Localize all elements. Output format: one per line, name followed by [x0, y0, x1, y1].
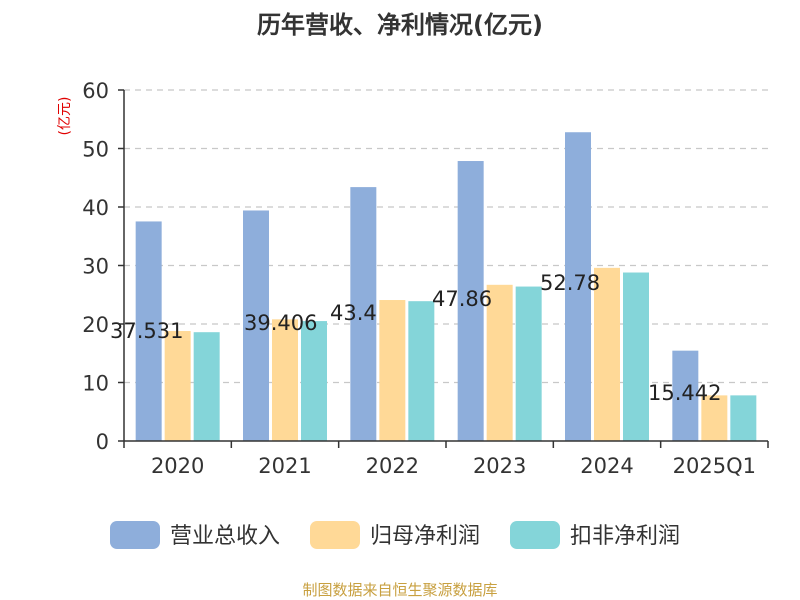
legend[interactable]: 营业总收入 归母净利润 扣非净利润 — [110, 521, 680, 549]
data-source-footer: 制图数据来自恒生聚源数据库 — [302, 581, 497, 599]
y-tick-label: 10 — [82, 372, 109, 396]
bar-归母净利润-2023[interactable] — [486, 284, 513, 441]
data-label-2022: 43.4 — [330, 301, 377, 325]
bar-扣非净利润-2020[interactable] — [193, 332, 220, 441]
legend-swatch — [510, 521, 560, 549]
bar-营业总收入-2023[interactable] — [457, 161, 484, 442]
bar-营业总收入-2022[interactable] — [350, 187, 377, 441]
y-tick-label: 40 — [82, 196, 109, 220]
bar-归母净利润-2025Q1[interactable] — [701, 395, 728, 441]
bar-归母净利润-2022[interactable] — [379, 300, 406, 441]
legend-item-归母净利润[interactable]: 归母净利润 — [310, 521, 480, 549]
bar-扣非净利润-2022[interactable] — [408, 301, 435, 441]
data-label-2020: 37.531 — [110, 319, 183, 343]
legend-item-营业总收入[interactable]: 营业总收入 — [110, 521, 280, 549]
y-tick-label: 0 — [96, 430, 109, 454]
bar-归母净利润-2021[interactable] — [272, 319, 298, 441]
legend-swatch — [310, 521, 360, 549]
x-tick-label: 2022 — [366, 454, 419, 478]
y-tick-label: 60 — [82, 79, 109, 103]
x-tick-label: 2023 — [473, 454, 526, 478]
bar-营业总收入-2021[interactable] — [243, 210, 269, 441]
x-tick-label: 2024 — [580, 454, 633, 478]
bar-扣非净利润-2024[interactable] — [623, 272, 649, 441]
x-tick-label: 2021 — [258, 454, 311, 478]
bar-扣非净利润-2021[interactable] — [301, 321, 327, 441]
x-tick-label: 2025Q1 — [673, 454, 756, 478]
data-labels: 37.531 39.406 43.4 47.86 52.78 15.442 — [110, 271, 721, 405]
legend-item-扣非净利润[interactable]: 扣非净利润 — [510, 521, 680, 549]
data-label-2024: 52.78 — [540, 271, 600, 295]
data-label-2021: 39.406 — [244, 311, 317, 335]
bar-营业总收入-2024[interactable] — [565, 132, 591, 441]
data-label-2025Q1: 15.442 — [648, 381, 721, 405]
data-label-2023: 47.86 — [432, 287, 492, 311]
y-tick-label: 30 — [82, 255, 109, 279]
bar-归母净利润-2024[interactable] — [594, 267, 620, 441]
legend-label: 营业总收入 — [170, 524, 280, 549]
bar-归母净利润-2020[interactable] — [164, 331, 191, 441]
legend-label: 扣非净利润 — [570, 524, 680, 549]
chart-title: 历年营收、净利情况(亿元) — [257, 11, 543, 39]
bar-营业总收入-2025Q1[interactable] — [672, 350, 699, 441]
y-tick-label: 20 — [82, 313, 109, 337]
y-tick-label: 50 — [82, 138, 109, 162]
x-tick-label: 2020 — [151, 454, 204, 478]
legend-swatch — [110, 521, 160, 549]
bar-扣非净利润-2025Q1[interactable] — [730, 395, 757, 441]
bar-营业总收入-2020[interactable] — [135, 221, 162, 441]
axes: 0 10 20 30 40 50 60 2020 2021 2022 2023 2024 2025Q1 — [82, 79, 769, 478]
bars — [135, 132, 757, 442]
legend-label: 归母净利润 — [370, 524, 480, 549]
y-axis-label: (亿元) — [57, 97, 73, 136]
grid-lines — [124, 89, 768, 384]
bar-扣非净利润-2023[interactable] — [515, 286, 542, 441]
